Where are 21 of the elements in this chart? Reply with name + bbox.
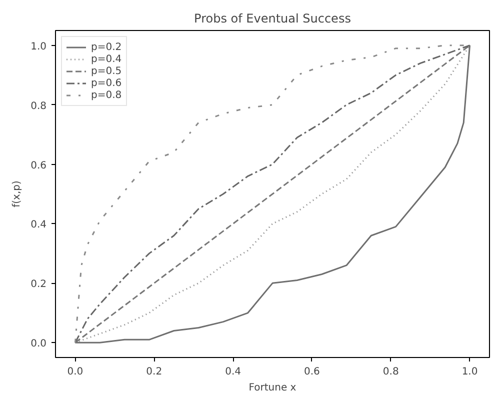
x-axis-title: Fortune x bbox=[248, 382, 296, 394]
legend-label: p=0.4 bbox=[91, 53, 122, 65]
y-tick-label: 1.0 bbox=[30, 41, 47, 52]
x-tick-label: 0.0 bbox=[67, 366, 84, 378]
x-tick-label: 0.6 bbox=[304, 366, 320, 378]
y-axis-title: f(x,p) bbox=[12, 180, 23, 208]
legend-label: p=0.5 bbox=[91, 65, 122, 77]
x-tick-label: 0.2 bbox=[146, 366, 162, 378]
y-tick-label: 0.4 bbox=[30, 220, 47, 231]
legend-label: p=0.8 bbox=[91, 89, 122, 101]
legend-label: p=0.2 bbox=[91, 41, 122, 53]
line-series bbox=[74, 44, 471, 344]
y-tick-label: 0.2 bbox=[30, 279, 47, 290]
x-tick-label: 0.8 bbox=[382, 366, 399, 378]
y-tick-label: 0.0 bbox=[30, 338, 47, 350]
y-tick-label: 0.8 bbox=[30, 100, 47, 112]
x-tick-label: 1.0 bbox=[462, 366, 478, 378]
chart-title: Probs of Eventual Success bbox=[194, 12, 351, 26]
x-tick-label: 0.4 bbox=[225, 366, 241, 378]
y-tick-label: 0.6 bbox=[30, 160, 47, 172]
legend-label: p=0.6 bbox=[91, 77, 122, 89]
